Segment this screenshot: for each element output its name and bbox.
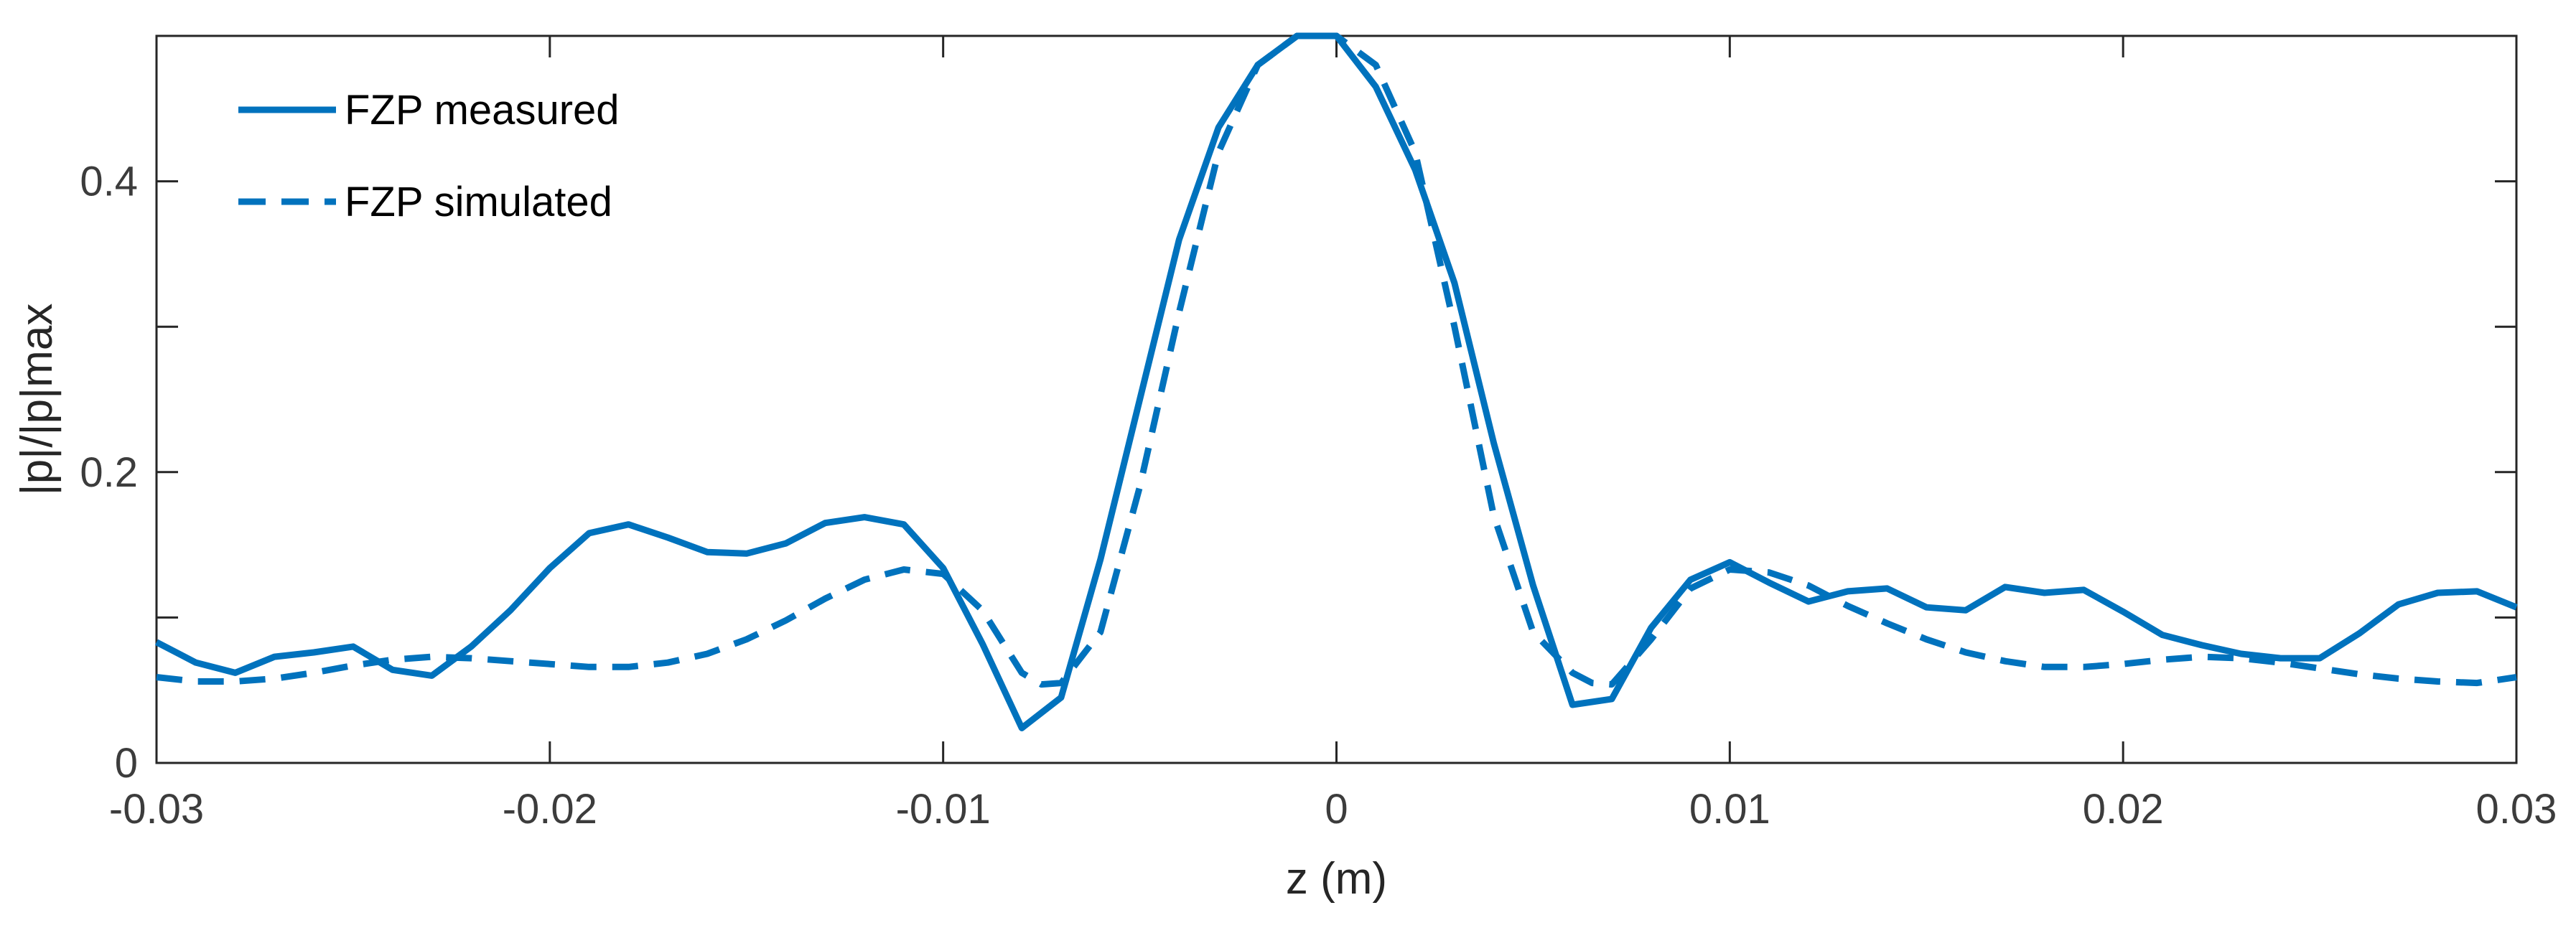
x-axis-title: z (m) bbox=[1286, 854, 1387, 904]
x-tick-label: -0.01 bbox=[896, 786, 991, 833]
series-layer bbox=[154, 32, 2518, 731]
x-tick-label: 0.01 bbox=[1689, 786, 1770, 833]
x-tick-label: -0.02 bbox=[503, 786, 597, 833]
legend-label: FZP simulated bbox=[345, 179, 612, 225]
plot-area bbox=[155, 34, 2518, 764]
y-tick-label: 0.4 bbox=[80, 159, 138, 205]
legend-label: FZP measured bbox=[345, 87, 620, 133]
legend: FZP measured FZP simulated bbox=[238, 87, 620, 225]
series-line-measured bbox=[154, 32, 2518, 731]
x-tick-label: 0 bbox=[1325, 786, 1348, 833]
y-axis-title: |p|/|p|max bbox=[12, 304, 62, 496]
x-axis: -0.03 -0.02 -0.01 0 0.01 0.02 0.03 bbox=[109, 36, 2557, 833]
axes-box bbox=[155, 34, 2518, 764]
series-line-simulated bbox=[156, 32, 2517, 688]
x-tick-label: -0.03 bbox=[109, 786, 204, 833]
y-axis: 0 0.2 0.4 bbox=[80, 159, 2516, 787]
x-tick-label: 0.03 bbox=[2476, 786, 2557, 833]
y-tick-label: 0.2 bbox=[80, 449, 138, 496]
y-tick-label: 0 bbox=[115, 740, 138, 787]
x-tick-label: 0.02 bbox=[2083, 786, 2164, 833]
